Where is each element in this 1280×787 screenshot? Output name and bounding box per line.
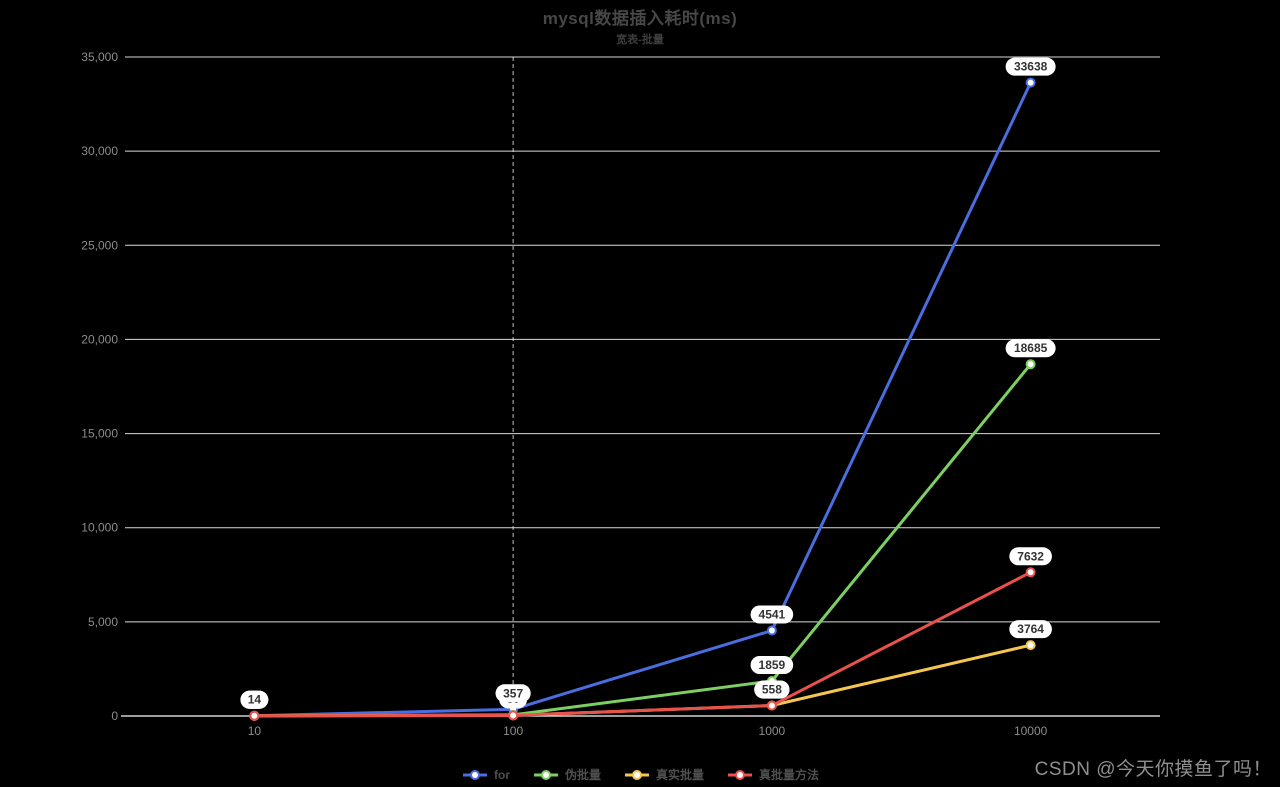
legend-label: for [493, 767, 510, 782]
data-label-bg [240, 690, 269, 709]
data-label: 558 [762, 682, 782, 696]
data-point[interactable] [1025, 640, 1036, 651]
watermark: CSDN @今天你摸鱼了吗！ [1034, 759, 1272, 780]
data-label: 18685 [1014, 341, 1048, 355]
data-label-bg [495, 684, 531, 703]
chart-legend: for 伪批量 真实批量 真批量方法 [0, 766, 1280, 783]
x-axis-tick-label: 1000 [759, 724, 786, 738]
data-label: 357 [503, 686, 523, 700]
y-axis-tick-label: 20,000 [81, 332, 118, 346]
data-label: 7632 [1017, 549, 1044, 563]
legend-label: 真实批量 [655, 768, 704, 782]
legend-item-伪批量[interactable]: 伪批量 [532, 766, 601, 783]
data-label-bg [754, 680, 790, 699]
y-axis-tick-label: 30,000 [81, 144, 118, 158]
legend-item-真批量方法[interactable]: 真批量方法 [726, 766, 819, 783]
data-point[interactable] [1025, 359, 1036, 370]
x-axis-tick-label: 100 [503, 724, 523, 738]
legend-item-for[interactable]: for [461, 768, 510, 782]
legend-marker-icon [462, 769, 487, 780]
data-label-bg [750, 605, 794, 624]
data-point[interactable] [1025, 77, 1036, 88]
chart-title: mysql数据插入耗时(ms) [542, 9, 738, 28]
y-axis-tick-label: 25,000 [81, 238, 118, 252]
data-label-bg [1009, 547, 1052, 566]
data-label-bg [750, 655, 794, 674]
y-axis-tick-label: 15,000 [81, 427, 118, 441]
data-label-bg [1005, 57, 1056, 76]
data-point[interactable] [766, 625, 777, 636]
y-axis-tick-label: 35,000 [81, 50, 118, 64]
data-point[interactable] [249, 710, 260, 721]
y-axis-tick-label: 0 [111, 709, 118, 723]
data-label-bg [1009, 620, 1052, 639]
data-label: 1859 [759, 658, 786, 672]
x-axis-tick-label: 10000 [1014, 724, 1048, 738]
x-axis-tick-label: 10 [248, 724, 262, 738]
legend-item-真实批量[interactable]: 真实批量 [623, 766, 704, 783]
data-label-bg [1005, 339, 1056, 358]
y-axis-tick-label: 10,000 [81, 521, 118, 535]
data-label: 33638 [1014, 60, 1048, 74]
legend-label: 真批量方法 [759, 768, 820, 782]
series-line-真实批量 [254, 643, 1031, 718]
chart-subtitle: 宽表-批量 [616, 34, 664, 46]
data-label: 4541 [759, 607, 786, 621]
data-label: 14 [248, 693, 262, 707]
legend-marker-icon [533, 769, 558, 780]
y-axis-tick-label: 5,000 [88, 615, 118, 629]
data-label: 3764 [1017, 622, 1044, 636]
series-line-伪批量 [254, 363, 1032, 718]
series-line-真批量方法 [254, 570, 1032, 718]
data-point[interactable] [508, 710, 519, 721]
legend-marker-icon [624, 769, 649, 780]
data-point[interactable] [766, 700, 777, 711]
legend-marker-icon [728, 769, 752, 780]
legend-label: 伪批量 [564, 768, 601, 782]
series-line-for [254, 82, 1032, 718]
data-point[interactable] [1025, 567, 1036, 578]
